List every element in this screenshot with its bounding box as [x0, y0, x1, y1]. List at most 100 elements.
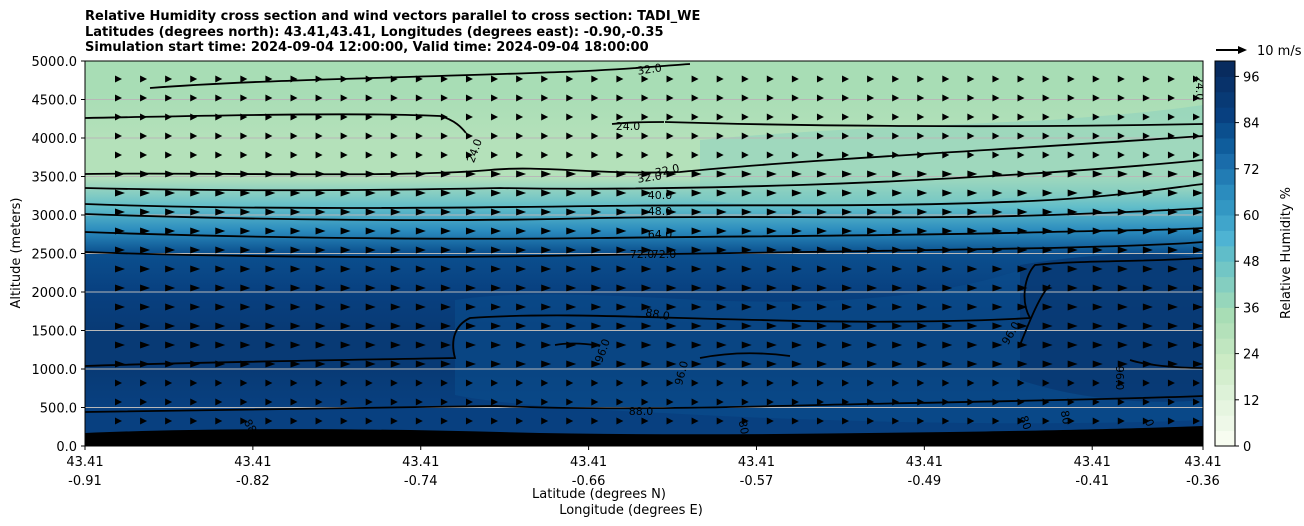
wind-arrow: [190, 75, 198, 83]
wind-arrow: [290, 284, 301, 292]
wind-arrow: [315, 151, 323, 159]
wind-arrow: [541, 75, 549, 83]
wind-arrow: [465, 170, 476, 178]
wind-arrow: [566, 341, 577, 349]
wind-arrow: [315, 284, 326, 292]
x-axis-label-longitude: Longitude (degrees E): [559, 503, 703, 518]
wind-arrow: [415, 265, 426, 273]
wind-arrow: [1092, 113, 1100, 121]
wind-arrow: [115, 265, 125, 273]
wind-arrow: [1167, 151, 1175, 159]
wind-arrow: [791, 284, 802, 292]
wind-arrow: [1092, 379, 1100, 387]
wind-arrow: [215, 398, 223, 406]
wind-arrow: [516, 303, 527, 311]
wind-arrow: [816, 151, 824, 159]
wind-arrow: [190, 170, 201, 178]
wind-arrow: [115, 379, 122, 387]
wind-arrow: [365, 208, 376, 216]
wind-arrow: [967, 75, 975, 83]
colorbar: 0 12 24 36 48 60 72 84 96: [1215, 61, 1260, 455]
wind-arrow: [290, 75, 298, 83]
wind-arrow: [516, 360, 527, 368]
wind-arrow: [240, 113, 248, 121]
wind-arrow: [165, 322, 176, 330]
wind-arrow: [741, 189, 752, 197]
wind-arrow: [791, 303, 802, 311]
wind-arrow: [892, 189, 903, 197]
wind-arrow: [365, 246, 376, 254]
wind-arrow: [942, 265, 953, 273]
wind-arrow: [365, 94, 373, 102]
wind-arrow: [1092, 398, 1100, 406]
wind-arrow: [516, 322, 527, 330]
wind-arrow: [591, 303, 602, 311]
wind-arrow: [465, 132, 473, 140]
wind-arrow: [566, 322, 577, 330]
wind-arrow: [917, 246, 928, 254]
wind-arrow: [465, 227, 476, 235]
wind-arrow: [1193, 246, 1203, 254]
wind-arrow: [917, 189, 928, 197]
wind-arrow: [1067, 246, 1078, 254]
wind-arrow: [140, 379, 148, 387]
wind-arrow: [140, 322, 151, 330]
wind-arrow: [190, 322, 201, 330]
wind-arrow: [691, 151, 699, 159]
wind-arrow: [190, 208, 201, 216]
wind-arrow: [666, 341, 677, 349]
wind-arrow: [616, 170, 627, 178]
wind-arrow: [917, 208, 928, 216]
wind-arrow: [992, 341, 1003, 349]
wind-arrow: [566, 379, 574, 387]
wind-arrow: [440, 303, 451, 311]
x-axis-ticks: 43.41 -0.91 43.41 -0.82 43.41 -0.74 43.41 -0.66…: [66, 446, 1222, 489]
wind-arrow: [440, 341, 451, 349]
wind-arrow: [265, 246, 276, 254]
wind-arrow: [415, 170, 426, 178]
wind-arrow: [390, 189, 401, 197]
wind-arrow: [741, 246, 752, 254]
wind-arrow: [766, 398, 774, 406]
wind-arrow: [290, 322, 301, 330]
wind-arrow: [967, 303, 978, 311]
wind-arrow: [942, 341, 953, 349]
colorbar-segment: [1215, 153, 1235, 170]
wind-arrow: [616, 94, 624, 102]
wind-arrow: [491, 379, 499, 387]
wind-arrow: [165, 94, 173, 102]
contour-96-b: [699, 352, 791, 359]
wind-arrow: [942, 94, 950, 102]
contour-40: [85, 159, 1203, 192]
wind-arrow: [265, 151, 273, 159]
wind-arrow: [516, 132, 524, 140]
contour-label: 24.0: [616, 120, 641, 133]
wind-arrow: [942, 246, 953, 254]
wind-arrow: [791, 94, 799, 102]
wind-arrow: [867, 303, 878, 311]
wind-arrow: [691, 341, 702, 349]
contour-label: 88.0: [629, 405, 654, 418]
wind-arrow: [491, 398, 499, 406]
wind-arrow: [1142, 322, 1153, 330]
wind-arrow: [616, 246, 627, 254]
contour-label: 88.0: [644, 306, 670, 323]
wind-arrow: [766, 208, 777, 216]
wind-arrow: [1142, 151, 1150, 159]
wind-arrow: [766, 303, 777, 311]
wind-arrow: [616, 398, 624, 406]
wind-arrow: [566, 227, 577, 235]
wind-arrow: [1042, 113, 1050, 121]
wind-arrow: [1117, 341, 1128, 349]
wind-arrow: [1017, 132, 1025, 140]
wind-arrow: [440, 113, 448, 121]
wind-arrow: [1042, 151, 1050, 159]
wind-arrow: [1042, 360, 1053, 368]
wind-arrow: [942, 322, 953, 330]
wind-arrow: [992, 284, 1003, 292]
wind-arrow: [741, 113, 749, 121]
wind-arrow: [1092, 75, 1100, 83]
wind-arrow: [165, 360, 176, 368]
x-tick-label-lat: 43.41: [1074, 455, 1111, 470]
wind-arrow: [816, 284, 827, 292]
